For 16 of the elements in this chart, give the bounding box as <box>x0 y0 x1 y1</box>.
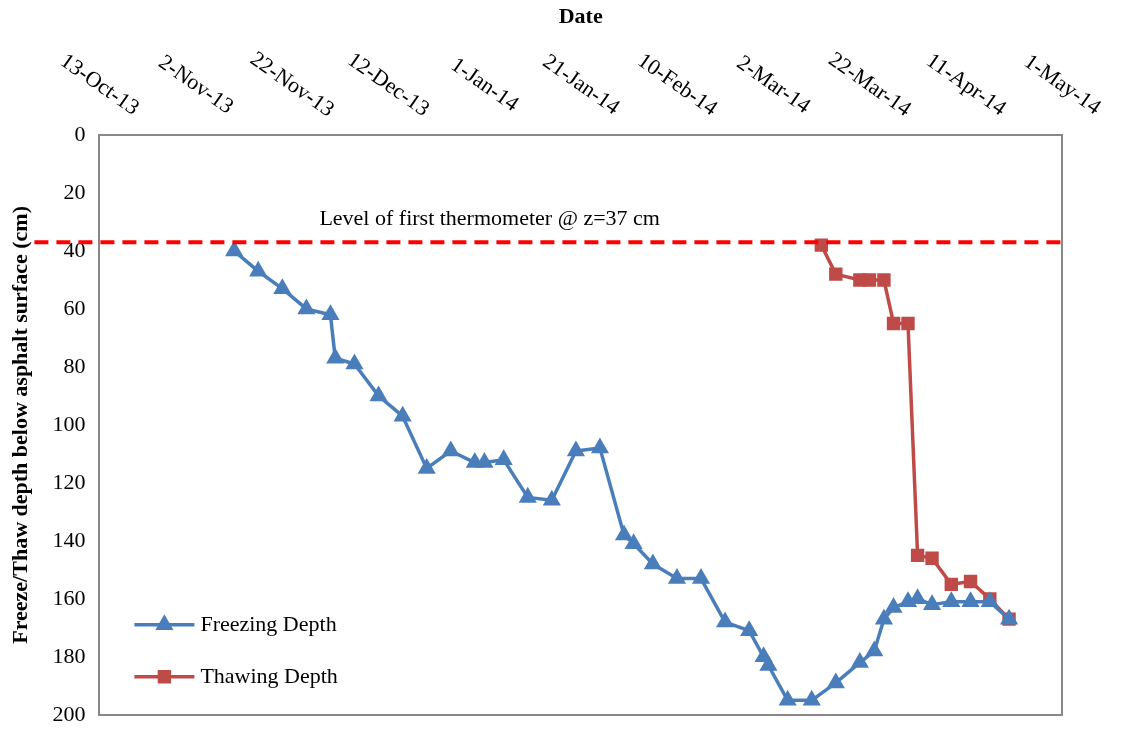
y-tick-label: 20 <box>63 178 86 204</box>
y-axis-title: Freeze/Thaw depth below asphalt surface (cm) <box>6 206 32 644</box>
y-tick-label: 180 <box>52 642 86 668</box>
y-tick-label: 160 <box>52 584 86 610</box>
y-tick-label: 80 <box>63 352 86 378</box>
x-axis-title: Date <box>558 2 603 28</box>
legend-label: Thawing Depth <box>200 662 338 688</box>
y-tick-label: 40 <box>63 236 86 262</box>
y-tick-label: 120 <box>52 468 86 494</box>
y-tick-label: 140 <box>52 526 86 552</box>
y-tick-label: 100 <box>52 410 86 436</box>
y-tick-label: 0 <box>74 120 86 146</box>
ref-line-label: Level of first thermometer @ z=37 cm <box>319 205 660 231</box>
y-tick-label: 60 <box>63 294 86 320</box>
y-tick-label: 200 <box>52 700 86 726</box>
legend-label: Freezing Depth <box>200 610 337 636</box>
